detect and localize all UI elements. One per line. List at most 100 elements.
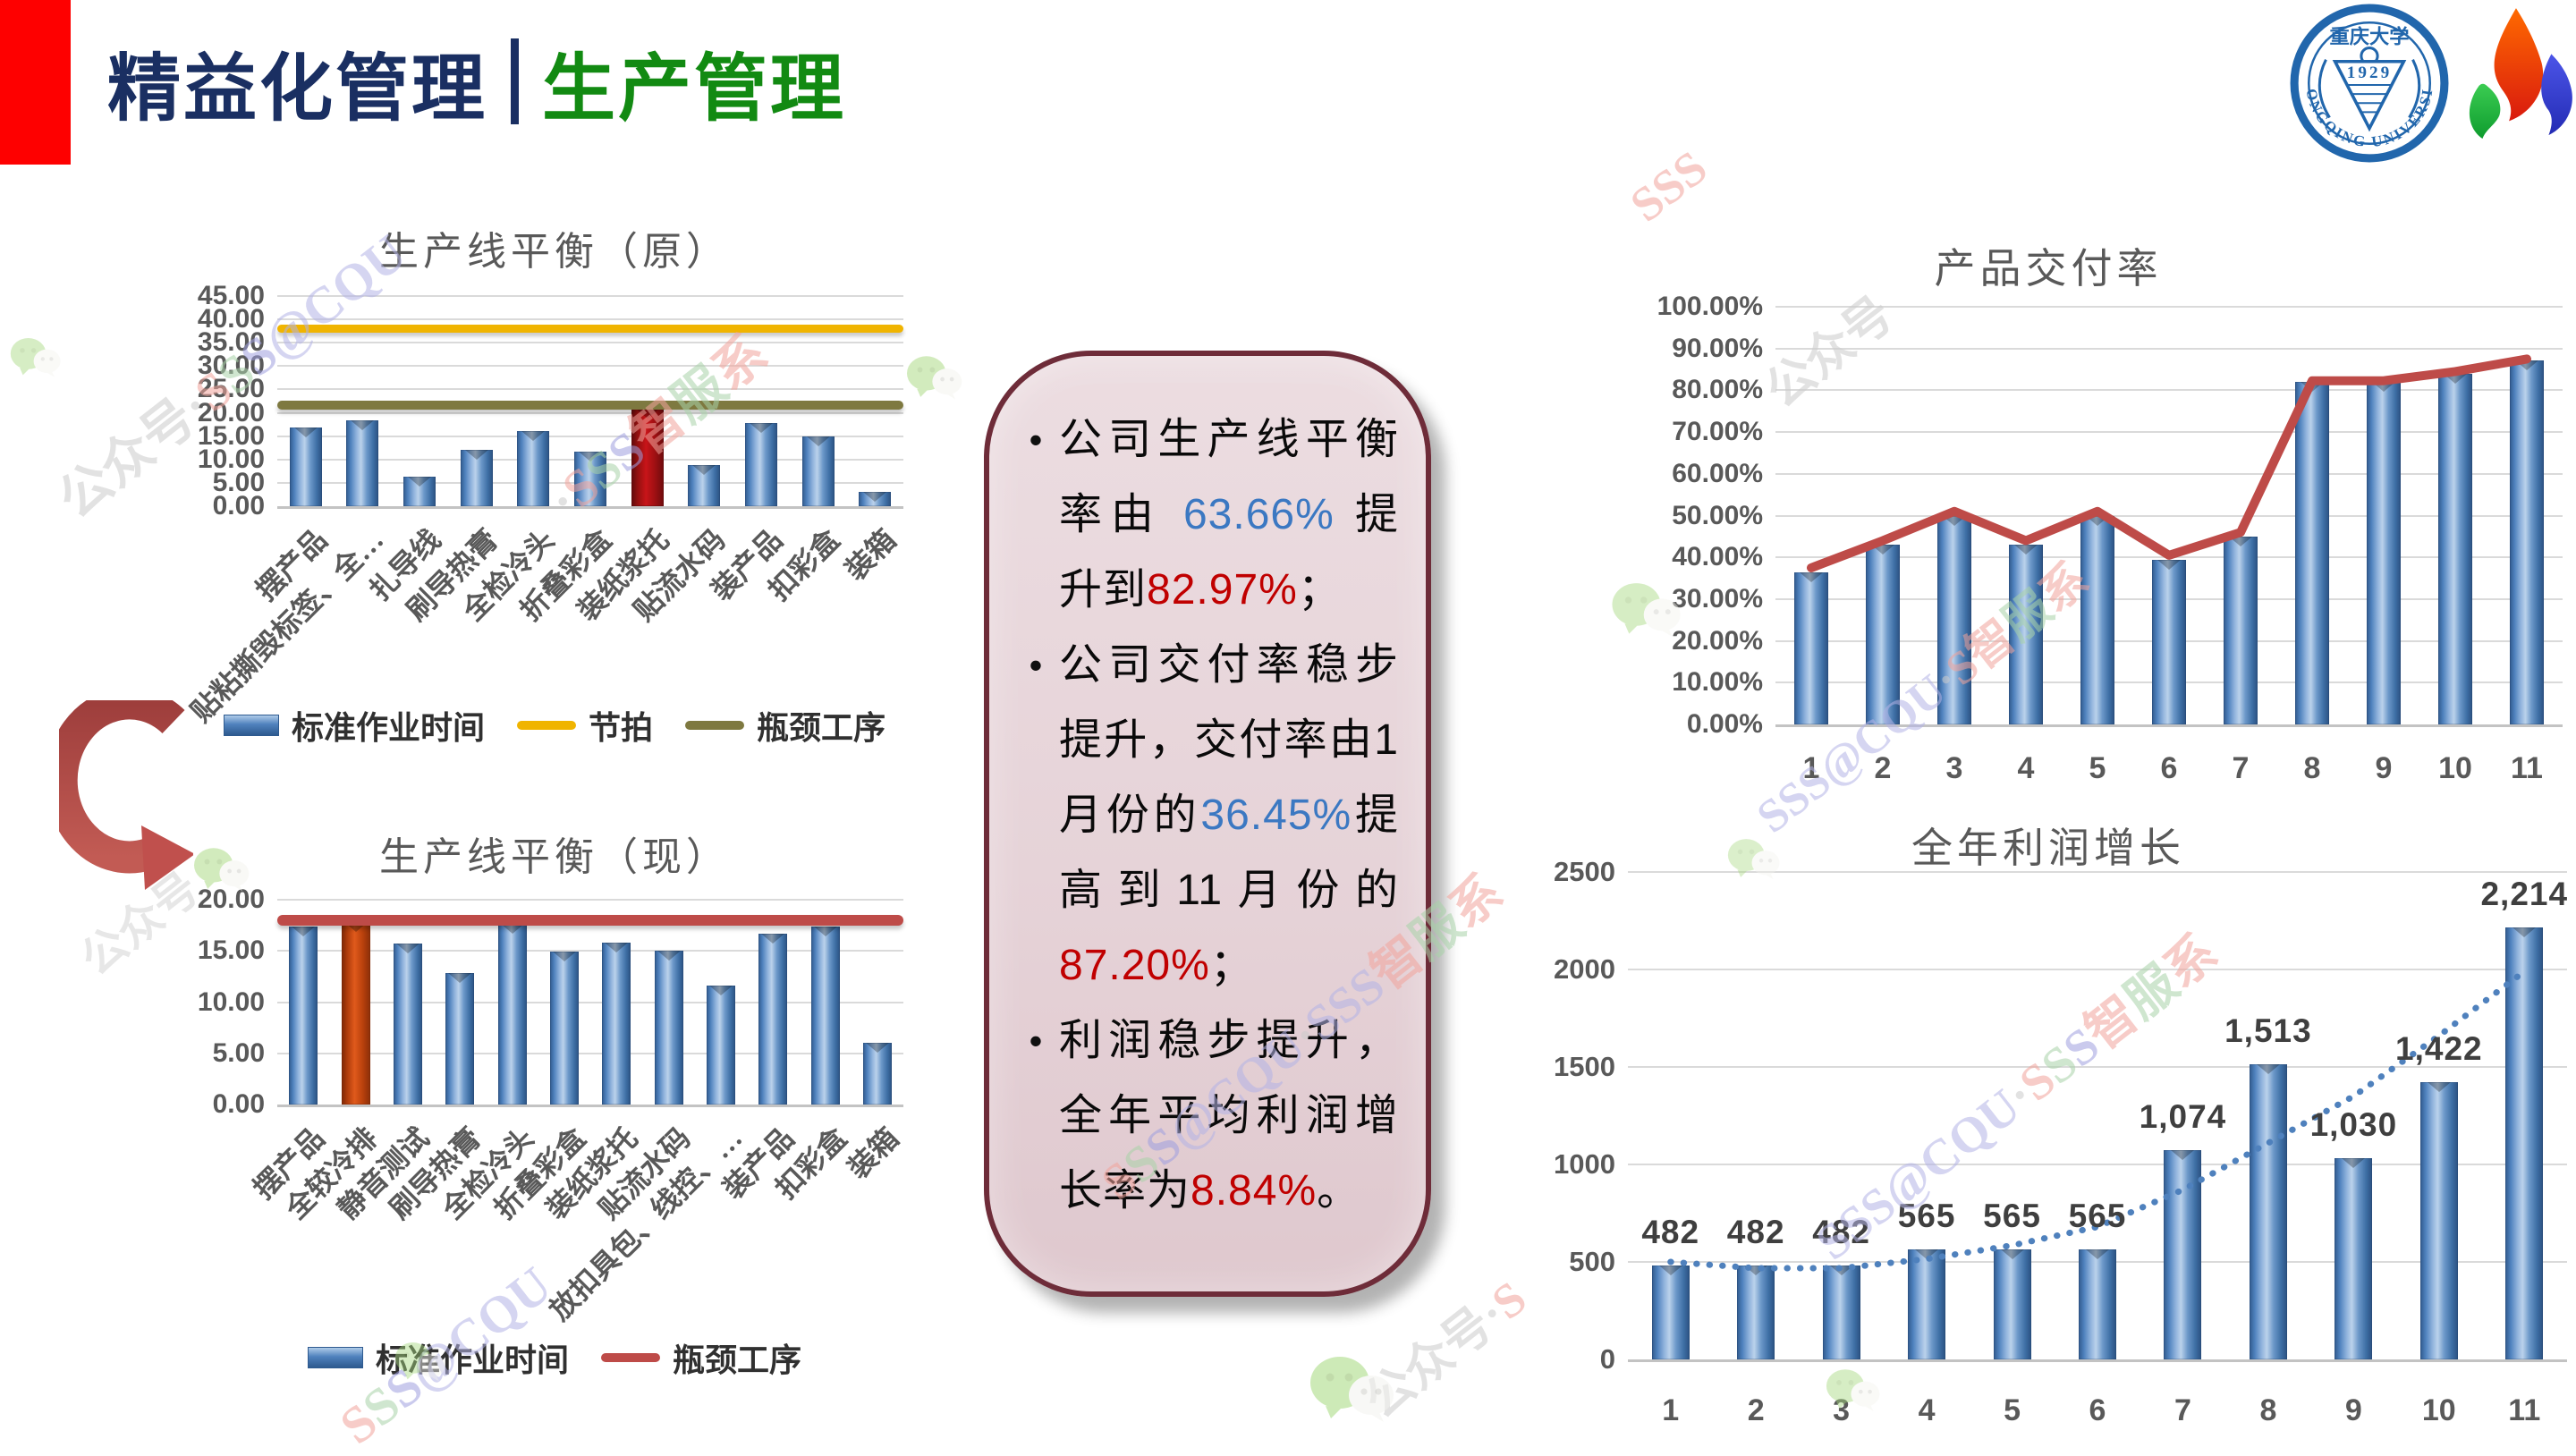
x-axis-label: 6 <box>2160 751 2178 785</box>
x-axis-label: 2 <box>1747 1393 1765 1427</box>
bar <box>2505 927 2544 1359</box>
legend-label: 瓶颈工序 <box>757 710 886 746</box>
y-axis-label: 30.00 <box>197 351 265 381</box>
x-axis-label: 6 <box>2089 1393 2106 1427</box>
data-label: 482 <box>1641 1213 1700 1250</box>
bar <box>2367 382 2401 724</box>
data-label: 565 <box>1897 1197 1956 1234</box>
gridline <box>277 365 903 368</box>
legend-line-swatch <box>685 721 744 730</box>
y-axis-label: 90.00% <box>1672 333 1763 363</box>
bar <box>2295 382 2329 724</box>
x-axis-label: 4 <box>1918 1393 1936 1427</box>
y-axis-label: 45.00 <box>197 281 265 310</box>
bar <box>341 922 370 1105</box>
watermark-segment: 公众号 <box>1354 1297 1503 1429</box>
bar <box>393 944 422 1105</box>
bullet-segment: 36.45% <box>1200 791 1352 839</box>
bullet-marker: • <box>1029 1020 1043 1062</box>
bar <box>706 986 735 1105</box>
chart-legend: 标准作业时间 节拍 瓶颈工序 <box>165 702 944 749</box>
chart-legend: 标准作业时间 瓶颈工序 <box>165 1334 944 1381</box>
flame-green <box>2469 83 2501 140</box>
legend-item: 瓶颈工序 <box>685 702 886 749</box>
x-axis-label: 10 <box>2438 751 2472 785</box>
bar <box>2510 360 2544 724</box>
bar <box>2080 515 2114 724</box>
bullet-segment: 提升到 <box>1059 491 1399 614</box>
bar <box>2152 559 2186 724</box>
y-axis-label: 60.00% <box>1672 458 1763 488</box>
summary-bullet: • 公司交付率稳步提升，交付率由1月份的36.45%提高到11月份的 87.20%； <box>1013 628 1399 1003</box>
data-label: 1,422 <box>2395 1030 2483 1067</box>
x-axis-label: 9 <box>2375 751 2393 785</box>
legend-label: 瓶颈工序 <box>673 1342 802 1378</box>
x-axis-label: 4 <box>2017 751 2035 785</box>
bar <box>688 464 721 506</box>
x-axis-label: 9 <box>2344 1393 2362 1427</box>
bar <box>1794 571 1828 724</box>
bar <box>2224 536 2258 724</box>
chart-plot-area <box>1775 306 2563 727</box>
gridline <box>277 1001 903 1003</box>
bar <box>1822 1265 1860 1359</box>
y-axis-label: 15.00 <box>197 420 265 451</box>
chart-title: 生产线平衡（原） <box>379 230 730 274</box>
bar <box>1866 545 1900 724</box>
legend-label: 节拍 <box>588 710 653 746</box>
x-axis-label: 11 <box>2508 1393 2541 1427</box>
gridline <box>1775 431 2563 434</box>
legend-label: 标准作业时间 <box>291 710 485 746</box>
accent-red-block <box>0 0 71 165</box>
legend-item: 瓶颈工序 <box>601 1334 801 1381</box>
chart-product-delivery-rate: 产品交付率 100.00% 90.00% 80.00% 70.00% 60.00% 50.0… <box>1561 222 2563 812</box>
bullet-segment: 8.84% <box>1191 1167 1318 1215</box>
x-axis-label: 5 <box>2004 1393 2021 1427</box>
bullet-text: 利润稳步提升，全年平均利润增长率为8.84%。 <box>1059 1003 1399 1229</box>
bar <box>2438 373 2472 724</box>
series-line <box>1807 354 2531 572</box>
bullet-segment: 提高到11月份的 <box>1059 791 1399 914</box>
reference-line <box>277 914 903 926</box>
chart-line-balance-original: 生产线平衡（原） 45.00 40.00 35.00 30.00 25.00 20.00 15… <box>165 210 944 783</box>
bullet-segment: ； <box>1297 566 1342 614</box>
x-axis-label: 3 <box>1945 751 1963 785</box>
bar <box>403 476 436 506</box>
y-axis-label: 0.00 <box>212 1089 265 1119</box>
y-axis-label: 20.00 <box>197 397 265 427</box>
gridline <box>1775 514 2563 517</box>
sss-flame-icon <box>2469 8 2572 140</box>
data-label: 565 <box>2068 1197 2127 1234</box>
gridline <box>277 435 903 437</box>
watermark-segment: 系 <box>1439 864 1514 940</box>
chart-annual-profit-growth: 全年利润增长 2500 2000 1500 1000 500 0 1 2 3 4 5 6 7 8 9 10 11 4… <box>1521 805 2576 1449</box>
watermark-segment: S <box>1641 157 1696 216</box>
y-axis-label: 0 <box>1599 1343 1615 1375</box>
gridline <box>1775 472 2563 475</box>
bar <box>497 924 527 1105</box>
bar <box>654 951 683 1105</box>
y-axis-label: 50.00% <box>1672 500 1763 530</box>
title-part-lean-management: 精益化管理 <box>107 47 488 130</box>
bar <box>460 450 493 506</box>
bullet-segment: 利润稳步提升，全年平均利润增长率为 <box>1059 1017 1399 1215</box>
gridline <box>1775 389 2563 392</box>
gridline <box>277 411 903 414</box>
chart-line-balance-current: 生产线平衡（现） 20.00 15.00 10.00 5.00 0.00 摆产品 全较冷排 静音… <box>165 805 944 1431</box>
x-axis-label: 2 <box>1874 751 1892 785</box>
y-axis-label: 20.00% <box>1672 625 1763 656</box>
y-axis-label: 10.00 <box>197 444 265 474</box>
y-axis-label: 500 <box>1569 1246 1615 1277</box>
wechat-bubble-icon <box>1310 1357 1394 1422</box>
y-axis-label: 0.00% <box>1686 709 1763 739</box>
gridline <box>277 318 903 321</box>
gridline <box>1628 1066 2567 1068</box>
x-axis-label: 8 <box>2303 751 2321 785</box>
bar <box>859 491 892 506</box>
bullet-segment: ； <box>1209 942 1254 989</box>
x-axis-label: 11 <box>2511 751 2543 785</box>
summary-bullet: • 公司生产线平衡率由 63.66% 提升到82.97%； <box>1013 402 1399 628</box>
bar <box>602 943 631 1105</box>
bar <box>445 973 475 1105</box>
x-axis-label: 7 <box>2232 751 2250 785</box>
